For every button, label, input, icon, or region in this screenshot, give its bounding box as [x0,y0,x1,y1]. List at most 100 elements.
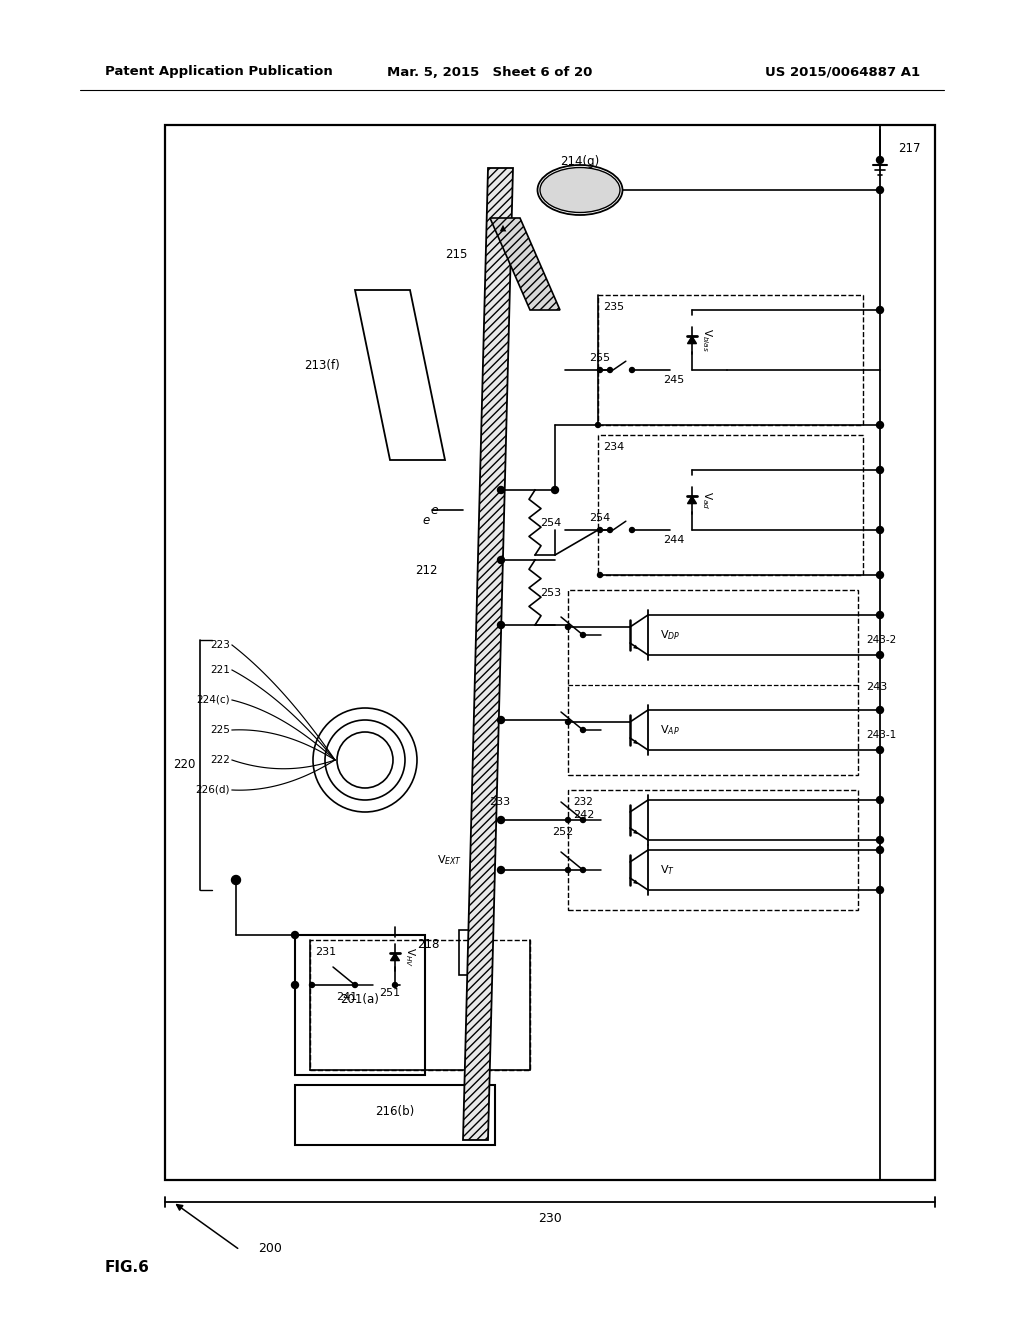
Circle shape [877,887,884,894]
Circle shape [352,982,357,987]
Circle shape [877,747,884,754]
Circle shape [630,367,635,372]
Circle shape [597,528,602,532]
Circle shape [498,817,505,824]
Bar [165,125,935,1180]
Circle shape [581,867,586,873]
Circle shape [581,817,586,822]
Bar [459,931,489,975]
Text: 243-2: 243-2 [866,635,896,645]
Text: Patent Application Publication: Patent Application Publication [105,66,333,78]
Circle shape [565,817,570,822]
Text: 224(c): 224(c) [197,696,230,705]
Text: 212: 212 [416,564,438,577]
Text: 251: 251 [380,987,400,998]
Text: 213(f): 213(f) [304,359,340,371]
Circle shape [597,573,602,578]
Ellipse shape [538,165,623,215]
Circle shape [292,982,299,989]
Text: 216(b): 216(b) [376,1106,415,1118]
Bar [568,590,858,775]
Text: 218: 218 [418,939,440,952]
Circle shape [498,487,505,494]
Text: 231: 231 [315,946,336,957]
Circle shape [565,719,570,725]
Text: 232: 232 [573,797,593,807]
Text: V$_{EXT}$: V$_{EXT}$ [437,853,463,867]
Circle shape [498,717,505,723]
Text: V$_{ad}$: V$_{ad}$ [700,491,714,510]
Circle shape [498,622,505,628]
Text: 225: 225 [210,725,230,735]
Circle shape [498,557,505,564]
Bar [295,1085,495,1144]
Circle shape [630,528,635,532]
Text: V$_{AP}$: V$_{AP}$ [660,723,680,737]
Circle shape [581,632,586,638]
Circle shape [877,306,884,314]
Circle shape [877,796,884,804]
Circle shape [877,846,884,854]
Text: 214(g): 214(g) [560,156,599,169]
Circle shape [498,866,505,874]
Text: 222: 222 [210,755,230,766]
Text: 254: 254 [540,517,561,528]
Text: e: e [423,513,430,527]
Circle shape [309,982,314,987]
Circle shape [607,528,612,532]
Text: e: e [430,503,438,516]
Text: 221: 221 [210,665,230,675]
Text: 253: 253 [540,587,561,598]
Text: 243: 243 [866,682,887,692]
Text: 235: 235 [603,302,624,312]
Text: V$_T$: V$_T$ [660,863,675,876]
Text: 220: 220 [173,759,195,771]
Circle shape [392,982,397,987]
Bar [295,935,425,1074]
Circle shape [581,727,586,733]
Text: 254: 254 [590,513,610,523]
Bar [568,789,858,909]
Circle shape [552,487,558,494]
Polygon shape [687,496,696,504]
Text: 243-1: 243-1 [866,730,896,741]
Text: 255: 255 [590,352,610,363]
Text: 234: 234 [603,442,625,451]
Text: 230: 230 [539,1212,562,1225]
Text: V$_{bias}$: V$_{bias}$ [700,329,714,352]
Circle shape [596,422,600,428]
Text: 215: 215 [445,248,468,261]
Text: V$_{DP}$: V$_{DP}$ [660,628,680,642]
Circle shape [877,421,884,429]
Circle shape [877,706,884,714]
Text: 252: 252 [552,828,573,837]
Polygon shape [490,218,560,310]
Circle shape [565,624,570,630]
Text: Mar. 5, 2015 Sheet 6 of 20: Mar. 5, 2015 Sheet 6 of 20 [387,66,593,78]
Circle shape [877,572,884,578]
Text: 226(d): 226(d) [196,785,230,795]
Text: US 2015/0064887 A1: US 2015/0064887 A1 [765,66,920,78]
Bar [310,940,530,1071]
Polygon shape [463,168,513,1140]
Circle shape [607,367,612,372]
Circle shape [877,466,884,474]
Polygon shape [390,953,399,961]
Circle shape [292,932,299,939]
Text: 244: 244 [664,535,685,545]
Polygon shape [687,337,696,343]
Circle shape [597,367,602,372]
Circle shape [877,527,884,533]
Circle shape [877,837,884,843]
Text: 201(a): 201(a) [341,994,380,1006]
Text: 242: 242 [573,810,594,820]
Ellipse shape [540,168,620,213]
Text: 233: 233 [488,797,510,807]
Circle shape [877,652,884,659]
Circle shape [231,875,241,884]
Text: FIG.6: FIG.6 [105,1261,150,1275]
Bar [598,436,863,576]
Text: 200: 200 [258,1242,282,1254]
Polygon shape [355,290,445,459]
Text: 217: 217 [898,141,921,154]
